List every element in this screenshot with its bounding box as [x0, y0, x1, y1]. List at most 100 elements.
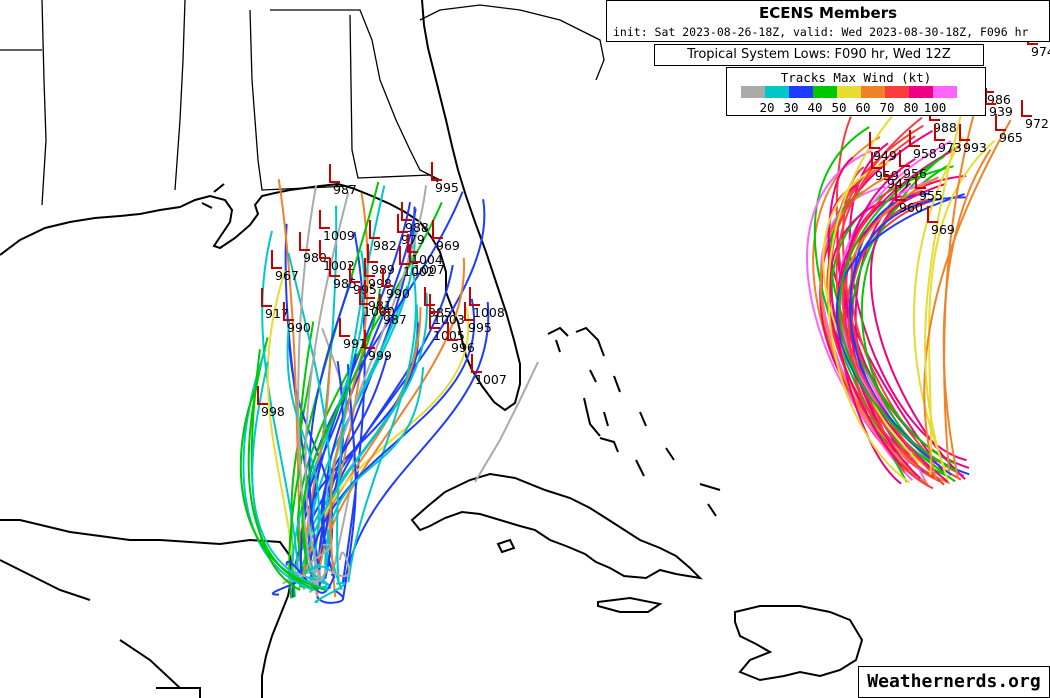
low-marker: [424, 287, 435, 306]
low-pressure-label: 1002: [403, 264, 435, 279]
gulf-track-line: [261, 230, 300, 580]
low-pressure-label: 982: [373, 238, 397, 253]
low-pressure-label: 955: [919, 188, 943, 203]
low-marker: [909, 130, 920, 147]
low-pressure-label: 974: [1031, 44, 1050, 59]
legend-swatch: [933, 86, 957, 98]
low-marker: [927, 206, 938, 223]
low-pressure-label: 995: [435, 180, 459, 195]
low-marker: [985, 88, 996, 105]
low-pressure-label: 990: [386, 286, 410, 301]
low-pressure-label: 979: [401, 232, 425, 247]
low-marker: [379, 294, 390, 313]
low-marker: [364, 258, 375, 277]
gulf-track-line: [308, 298, 475, 567]
low-marker: [409, 244, 420, 263]
run-info: init: Sat 2023-08-26-18Z, valid: Wed 202…: [613, 25, 1029, 39]
legend-label: 50: [831, 100, 847, 115]
low-marker: [429, 310, 440, 329]
atlantic-track-line: [826, 135, 939, 482]
low-marker: [359, 286, 370, 305]
legend-swatch: [861, 86, 885, 98]
legend-labels: 20 30 40 50 60 70 80 100: [755, 100, 947, 115]
legend-label: 60: [855, 100, 871, 115]
low-marker: [349, 264, 360, 283]
low-pressure-label: 987: [333, 182, 357, 197]
low-marker: [271, 250, 282, 269]
gulf-track-line: [318, 264, 454, 578]
low-marker: [319, 210, 330, 229]
lows-label: Tropical System Lows: F090 hr, Wed 12Z: [654, 44, 984, 66]
low-pressure-label: 987: [383, 312, 407, 327]
low-marker: [399, 246, 410, 265]
low-pressure-label: 965: [999, 130, 1023, 145]
legend-label: 40: [807, 100, 823, 115]
low-marker: [883, 160, 894, 177]
low-pressure-label: 969: [931, 222, 955, 237]
gulf-track-line: [343, 301, 490, 582]
low-marker: [382, 268, 393, 287]
low-pressure-label: 972: [1025, 116, 1049, 131]
atlantic-track-line: [827, 156, 902, 485]
low-marker: [1021, 100, 1032, 117]
gulf-track-line: [297, 185, 318, 571]
legend-label: 70: [879, 100, 895, 115]
atlantic-track-line: [828, 200, 903, 468]
low-pressure-label: 995: [468, 320, 492, 335]
cuba-boundary-track: [474, 361, 539, 483]
gulf-track-line: [341, 231, 366, 584]
low-marker: [871, 152, 882, 169]
low-pressure-label: 969: [436, 238, 460, 253]
low-pressure-label: 1000: [363, 304, 395, 319]
low-pressure-label: 958: [913, 146, 937, 161]
site-credit: Weathernerds.org: [858, 666, 1050, 698]
low-pressure-label: 993: [963, 140, 987, 155]
gulf-track-line: [242, 348, 314, 591]
low-pressure-label: 947: [887, 176, 911, 191]
atlantic-track-line: [842, 158, 921, 480]
low-marker: [934, 124, 945, 141]
low-marker: [464, 302, 475, 321]
low-marker: [407, 234, 418, 253]
low-pressure-label: 996: [451, 340, 475, 355]
gulf-track-line: [329, 347, 365, 598]
low-marker: [299, 232, 310, 251]
low-marker: [431, 162, 442, 181]
gulf-track-line: [316, 589, 345, 604]
low-marker: [257, 386, 268, 405]
atlantic-track-line: [924, 110, 963, 481]
low-pressure-label: 1008: [473, 305, 505, 320]
gulf-track-line: [330, 551, 351, 578]
gulf-track-line: [314, 582, 346, 604]
low-marker: [915, 172, 926, 189]
low-marker: [469, 287, 480, 306]
low-pressure-label: 1003: [433, 312, 465, 327]
low-pressure-label: 939: [989, 104, 1013, 119]
low-marker: [369, 220, 380, 239]
atlantic-track-line: [822, 160, 926, 467]
gulf-track-line: [287, 252, 333, 583]
legend-label: 20: [759, 100, 775, 115]
low-marker: [283, 302, 294, 321]
low-marker: [895, 184, 906, 201]
low-marker: [364, 280, 375, 299]
gulf-track-line: [347, 253, 417, 583]
wind-legend: Tracks Max Wind (kt) 20 30 40 50 60 70 80 100: [726, 67, 986, 116]
legend-label: 80: [903, 100, 919, 115]
low-pressure-label: 991: [343, 336, 367, 351]
low-pressure-label: 973: [938, 140, 962, 155]
gulf-track-line: [239, 389, 326, 591]
low-marker: [364, 330, 375, 349]
atlantic-track-line: [923, 119, 1012, 481]
low-marker: [447, 322, 458, 341]
gulf-track-line: [313, 573, 335, 594]
low-pressure-label: 1004: [411, 252, 443, 267]
atlantic-track-line: [827, 115, 911, 484]
gulf-track-line: [301, 288, 381, 570]
gulf-track-line: [301, 292, 428, 566]
low-marker: [261, 288, 272, 307]
low-pressure-label: 988: [933, 120, 957, 135]
legend-swatch: [765, 86, 789, 98]
